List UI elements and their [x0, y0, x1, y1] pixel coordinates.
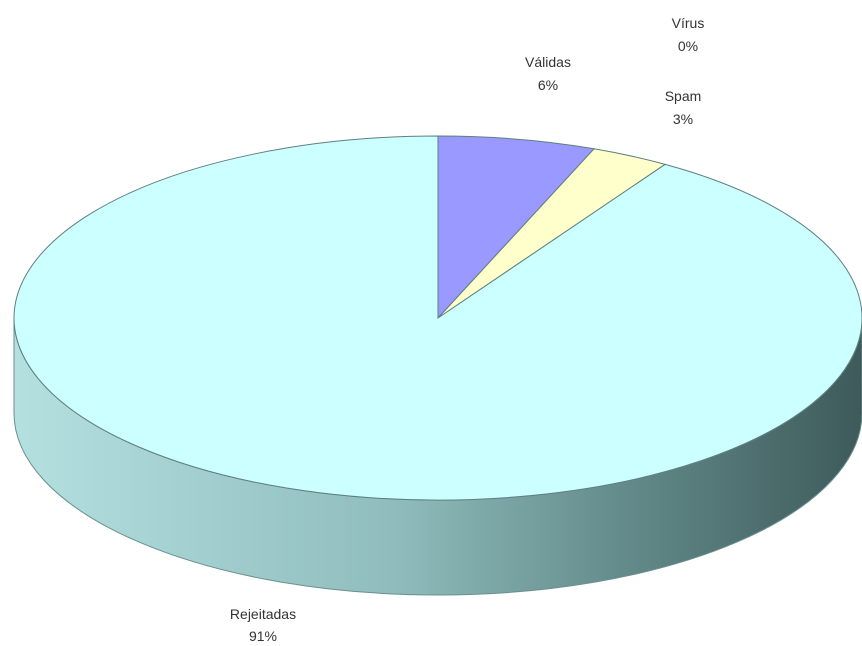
- label-spam-pct: 3%: [673, 111, 693, 127]
- label-rejeitadas: Rejeitadas 91%: [230, 606, 296, 644]
- label-virus-name: Vírus: [672, 15, 705, 31]
- label-spam-name: Spam: [665, 88, 702, 104]
- label-spam: Spam 3%: [665, 88, 702, 127]
- pie-slice-validas: [437, 135, 596, 320]
- label-virus-pct: 0%: [678, 38, 698, 54]
- label-rejeitadas-name: Rejeitadas: [230, 606, 296, 622]
- label-validas-name: Válidas: [525, 54, 571, 70]
- label-virus: Vírus 0%: [672, 15, 705, 54]
- label-validas-pct: 6%: [538, 77, 558, 93]
- label-rejeitadas-pct: 91%: [249, 628, 277, 644]
- label-validas: Válidas 6%: [525, 54, 571, 93]
